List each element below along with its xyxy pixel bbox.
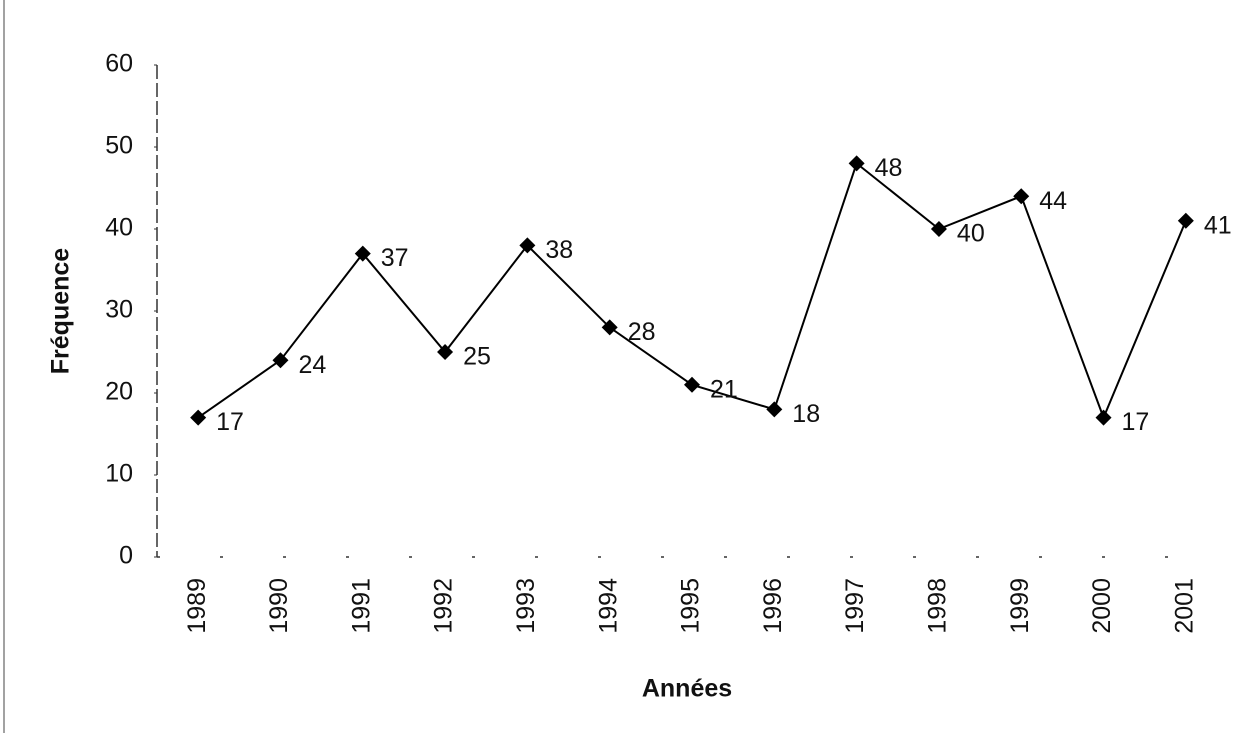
x-tick-label: 1999 <box>1006 578 1034 634</box>
data-label: 17 <box>1122 408 1150 436</box>
data-label: 18 <box>792 400 820 428</box>
data-label: 25 <box>463 343 491 371</box>
x-tick-label: 2000 <box>1088 578 1116 634</box>
marker <box>519 237 536 254</box>
marker <box>684 376 700 393</box>
x-tick-label: 1989 <box>183 578 211 634</box>
y-tick-label: 60 <box>105 50 133 78</box>
data-label: 17 <box>216 408 244 436</box>
y-tick-label: 30 <box>105 296 133 324</box>
x-axis-title: Années <box>642 675 732 703</box>
data-label: 28 <box>628 318 656 346</box>
data-label: 21 <box>710 375 738 403</box>
marker <box>1177 212 1194 229</box>
marker <box>1095 409 1112 426</box>
y-tick-label: 10 <box>105 460 133 488</box>
marker <box>1013 188 1030 205</box>
data-label: 24 <box>298 351 326 379</box>
marker <box>437 344 454 360</box>
marker <box>930 221 947 237</box>
marker <box>848 155 865 172</box>
x-tick-label: 1998 <box>924 578 952 634</box>
x-tick-label: 1991 <box>347 578 375 634</box>
x-tick-label: 1995 <box>677 578 705 634</box>
x-tick-label: 1994 <box>594 578 622 634</box>
x-tick-label: 2001 <box>1170 578 1198 634</box>
data-label: 41 <box>1204 211 1232 239</box>
data-label: 37 <box>381 244 409 272</box>
marker <box>190 409 207 426</box>
y-tick-label: 20 <box>105 378 133 406</box>
marker <box>766 401 783 418</box>
y-tick-label: 40 <box>105 214 133 242</box>
marker <box>272 352 289 369</box>
x-tick-label: 1996 <box>759 578 787 634</box>
marker <box>354 245 371 262</box>
data-label: 40 <box>957 220 985 248</box>
x-tick-label: 1997 <box>841 578 869 634</box>
x-tick-label: 1993 <box>512 578 540 634</box>
data-label: 38 <box>545 236 573 264</box>
data-label: 44 <box>1039 187 1067 215</box>
x-tick-label: 1992 <box>430 578 458 634</box>
x-tick-label: 1990 <box>265 578 293 634</box>
y-tick-label: 0 <box>119 542 133 570</box>
marker <box>601 319 618 336</box>
data-label: 48 <box>875 154 903 182</box>
y-tick-label: 50 <box>105 132 133 160</box>
y-axis-title: Fréquence <box>47 248 75 375</box>
